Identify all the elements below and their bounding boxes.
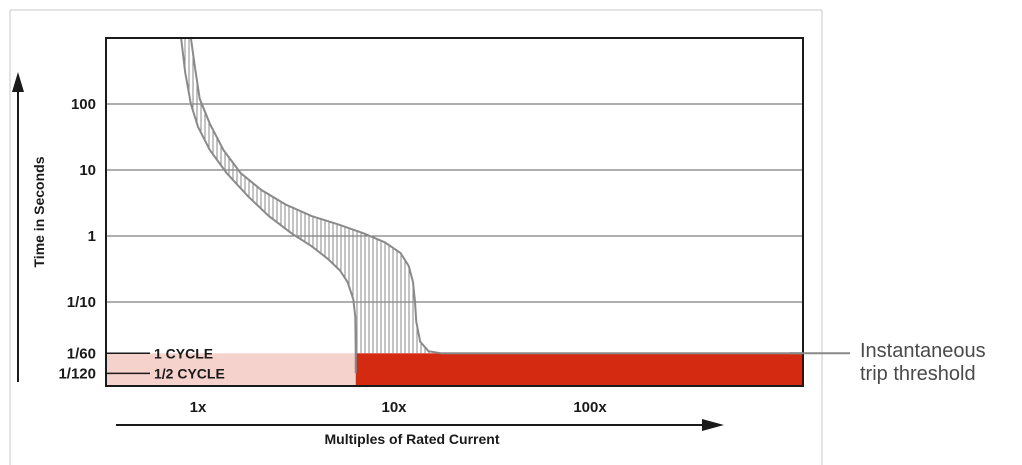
maximum-trip-curve (189, 38, 442, 355)
callout-text-line2: trip threshold (860, 363, 976, 385)
y-tick-label: 1/120 (58, 365, 96, 382)
x-tick-label: 1x (190, 399, 207, 416)
y-tick-label: 10 (79, 162, 96, 179)
y-tick-label: 100 (71, 96, 96, 113)
y-tick-labels: 100 10 1 1/10 1/60 1/120 (58, 96, 96, 382)
cycle-markers: 1 CYCLE 1/2 CYCLE (106, 345, 225, 381)
x-tick-label: 10x (381, 399, 407, 416)
x-tick-label: 100x (573, 399, 607, 416)
cycle-marker-label: 1 CYCLE (154, 345, 213, 361)
sub-cycle-zone (106, 353, 356, 386)
x-axis-title: Multiples of Rated Current (324, 431, 499, 447)
gridlines (106, 103, 803, 303)
plot-frame (105, 37, 804, 387)
x-axis-arrowhead (702, 419, 724, 431)
y-tick-label: 1 (88, 228, 96, 245)
minimum-trip-curve (180, 38, 357, 374)
instantaneous-trip-zone (355, 353, 803, 386)
trip-band-hatched-area (181, 38, 442, 354)
cycle-marker-label: 1/2 CYCLE (154, 365, 225, 381)
y-axis-arrowhead (12, 72, 24, 92)
y-tick-label: 1/10 (67, 294, 96, 311)
x-tick-labels: 1x 10x 100x (190, 399, 608, 416)
callout-text-line1: Instantaneous (860, 340, 986, 362)
y-tick-label: 1/60 (67, 345, 96, 362)
y-axis-title: Time in Seconds (31, 156, 47, 267)
